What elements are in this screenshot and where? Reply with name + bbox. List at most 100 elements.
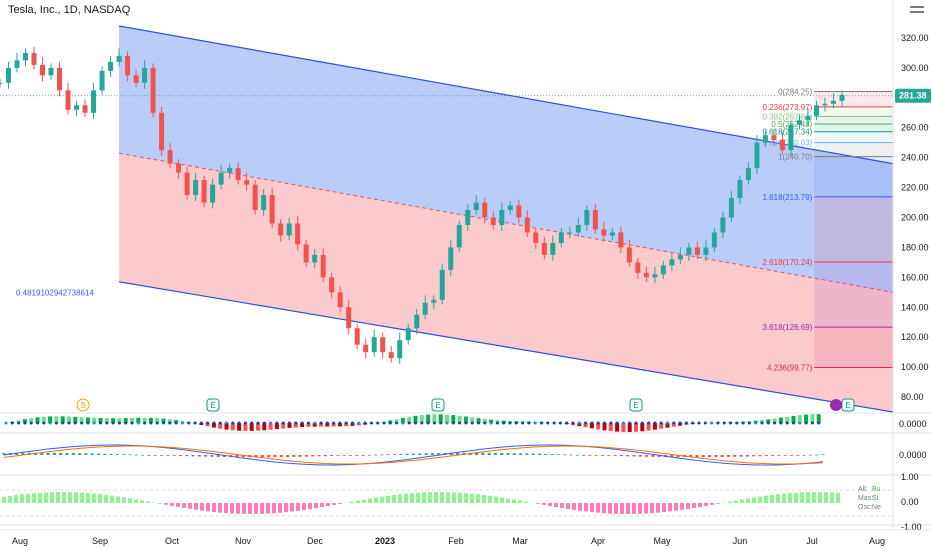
osc-bar	[248, 503, 252, 514]
candle-body	[686, 247, 692, 255]
squeeze-dot	[231, 421, 235, 425]
candle-body	[82, 105, 88, 113]
squeeze-bar	[394, 419, 399, 423]
squeeze-bar	[810, 414, 815, 423]
pane4-legend-value: St	[872, 495, 879, 502]
candle-body	[397, 340, 403, 359]
osc-bar	[626, 503, 630, 514]
candle-body	[99, 70, 105, 91]
osc-bar	[92, 493, 96, 503]
osc-bar	[368, 498, 372, 503]
candle-body	[439, 269, 445, 300]
osc-bar	[290, 503, 294, 512]
osc-bar	[212, 503, 216, 513]
macd-hist-bar	[361, 455, 365, 456]
squeeze-bar	[35, 417, 40, 423]
price-tick-label: 160.00	[901, 272, 929, 282]
candle-body	[507, 205, 513, 211]
fib-label: 1.618(213.79)	[763, 193, 813, 202]
fib-label: 0.5(262.48)	[771, 120, 812, 129]
macd-hist-bar	[172, 455, 176, 456]
macd-hist-bar	[160, 455, 163, 456]
candle-body	[745, 168, 751, 181]
price-tick-label: 80.00	[901, 392, 924, 402]
squeeze-bar	[167, 419, 172, 423]
osc-bar	[302, 503, 306, 510]
candle-body	[609, 232, 615, 236]
macd-hist-bar	[210, 455, 214, 457]
osc-bar	[68, 492, 72, 503]
osc-bar	[578, 503, 582, 511]
squeeze-dot	[747, 421, 751, 425]
macd-hist-bar	[569, 454, 573, 456]
osc-bar	[314, 503, 318, 509]
osc-bar	[518, 500, 522, 503]
candle-body	[201, 180, 207, 203]
osc-bar	[326, 503, 330, 507]
squeeze-dot	[23, 421, 27, 425]
candle-body	[244, 180, 250, 185]
squeeze-dot	[684, 421, 688, 425]
osc-bar	[188, 503, 192, 509]
menu-icon[interactable]	[910, 6, 924, 18]
squeeze-dot	[439, 421, 443, 425]
pane2-tick: 0.0000	[899, 419, 927, 429]
earnings-marker-label: E	[845, 401, 850, 410]
macd-hist-bar	[613, 455, 617, 456]
osc-bar	[800, 492, 804, 503]
osc-bar	[506, 498, 510, 503]
squeeze-dot	[42, 421, 46, 425]
squeeze-dot	[206, 421, 210, 425]
macd-hist-bar	[481, 452, 485, 455]
candle-body	[108, 61, 114, 71]
candle-body	[150, 67, 156, 113]
osc-bar	[110, 495, 114, 503]
squeeze-dot	[187, 421, 191, 425]
osc-bar	[158, 503, 162, 504]
candle-body	[643, 272, 649, 278]
earnings-marker	[206, 398, 220, 412]
macd-hist-bar	[739, 455, 743, 457]
osc-bar	[164, 503, 168, 505]
time-tick-label: Dec	[307, 536, 324, 546]
candle-body	[839, 94, 845, 101]
last-price-label: 281.38	[899, 91, 927, 101]
macd-hist-bar	[71, 453, 75, 455]
candle-body	[295, 223, 301, 245]
osc-bar	[644, 503, 648, 514]
osc-bar	[32, 493, 36, 503]
squeeze-dot	[477, 421, 480, 425]
squeeze-dot	[615, 421, 619, 425]
squeeze-dot	[4, 421, 8, 425]
squeeze-dot	[514, 421, 518, 425]
squeeze-bar	[476, 418, 481, 423]
squeeze-dot	[483, 421, 487, 425]
candle-body	[516, 205, 522, 218]
candle-body	[499, 210, 505, 225]
osc-bar	[206, 503, 210, 512]
macd-hist-bar	[15, 452, 19, 455]
macd-hist-bar	[601, 455, 604, 456]
fib-zone	[814, 327, 893, 368]
squeeze-bar	[306, 423, 311, 427]
osc-bar	[44, 492, 48, 503]
squeeze-dot	[294, 421, 298, 425]
dividend-flash-icon	[830, 399, 842, 411]
price-tick-label: 260.00	[901, 123, 929, 133]
squeeze-dot	[300, 421, 304, 425]
squeeze-dot	[168, 421, 172, 425]
osc-bar	[596, 503, 600, 513]
macd-hist-bar	[223, 455, 226, 457]
osc-bar	[746, 498, 750, 503]
macd-hist-bar	[626, 455, 630, 457]
squeeze-dot	[596, 421, 600, 425]
macd-hist-bar	[97, 453, 100, 455]
squeeze-bar	[451, 415, 456, 423]
candle-body	[337, 292, 343, 308]
candle-body	[218, 172, 224, 185]
osc-bar	[674, 503, 678, 511]
squeeze-bar	[778, 417, 783, 423]
macd-hist-bar	[727, 455, 730, 457]
macd-hist-bar	[59, 452, 63, 455]
